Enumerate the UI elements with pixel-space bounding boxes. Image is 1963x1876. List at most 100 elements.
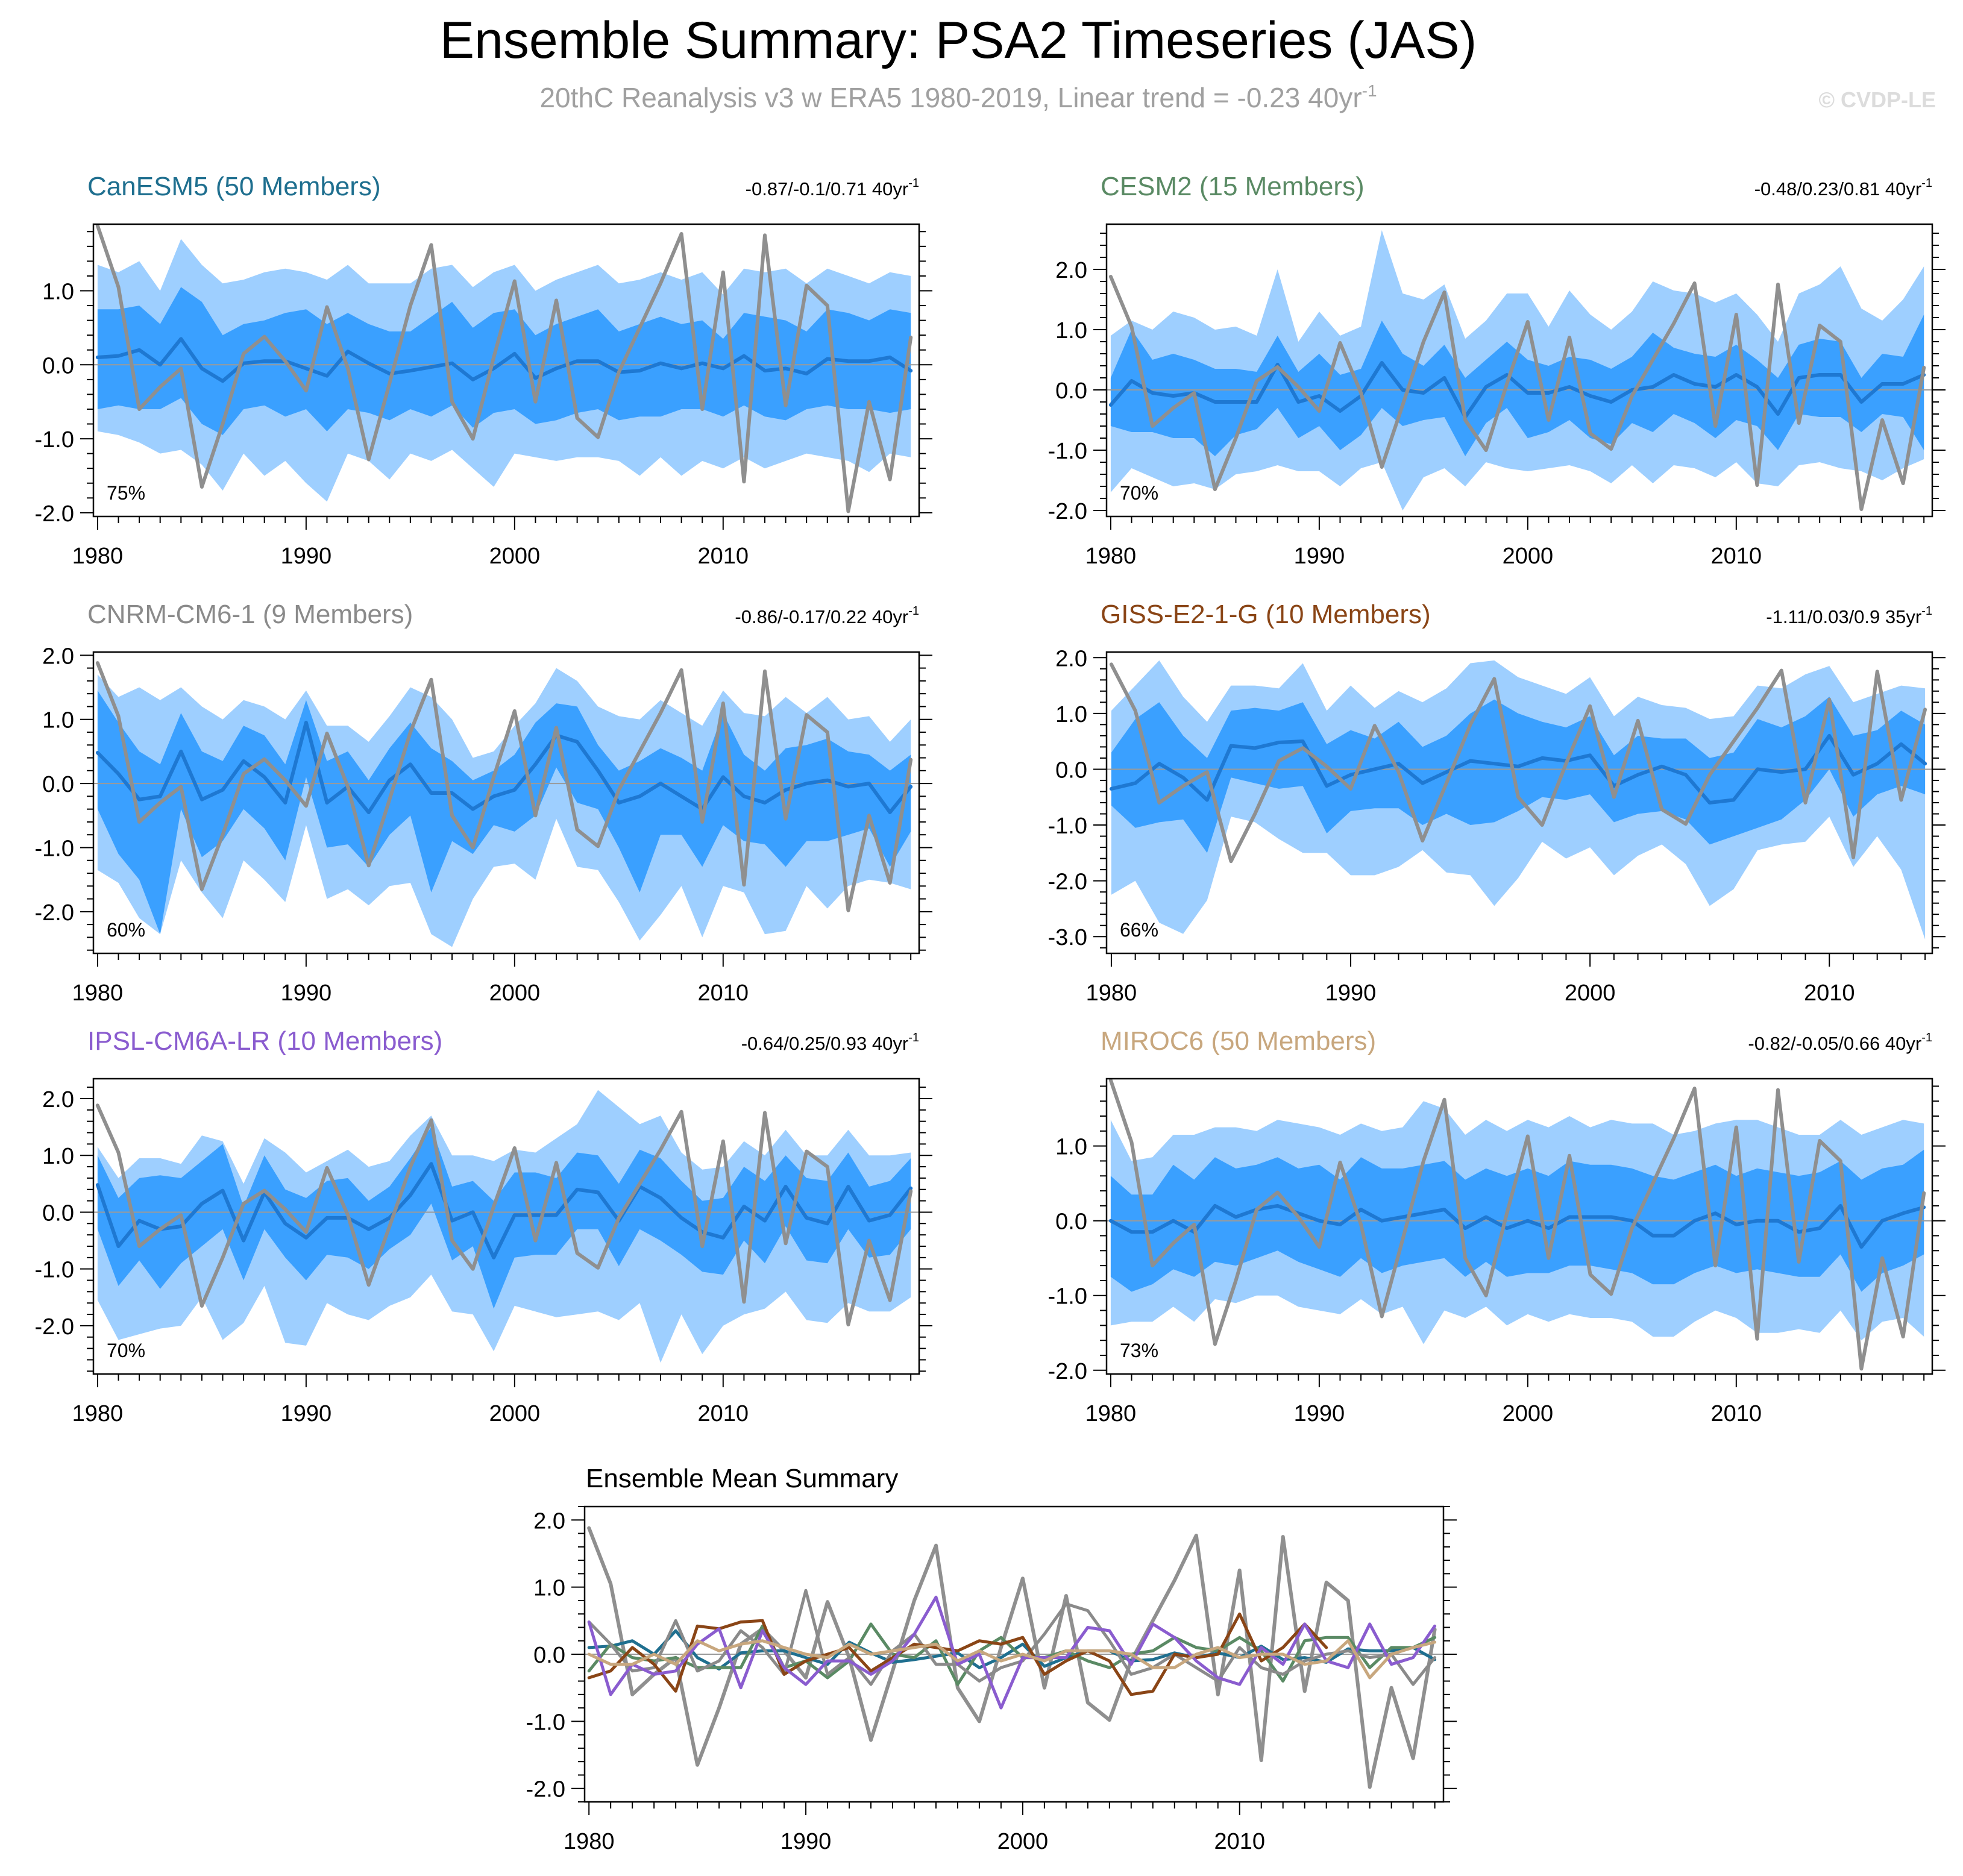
observed-line xyxy=(1108,275,1926,511)
observed-line xyxy=(95,224,913,513)
ensemble-mean-line xyxy=(1108,1203,1926,1249)
ensemble-mean-line-ipsl-cm6a-lr xyxy=(587,1595,1437,1710)
ensemble-mean-line-miroc6 xyxy=(587,1639,1437,1680)
trend-annotation: -0.82/-0.05/0.66 40yr-1 xyxy=(1748,1031,1932,1054)
x-tick-label: 1980 xyxy=(1085,1401,1137,1426)
x-tick-label: 1990 xyxy=(281,544,332,569)
percent-label: 66% xyxy=(1120,919,1158,941)
top-mask xyxy=(548,1482,1480,1507)
chart-panel-2: -2.0 -1.0 0.0 1.0 2.0 1980 1990 2000 2010 CESM2 (… xyxy=(1048,172,1963,569)
top-mask xyxy=(1070,1055,1963,1079)
top-mask xyxy=(57,628,955,652)
watermark: © CVDP-LE xyxy=(1818,87,1936,112)
y-tick-label: -1.0 xyxy=(35,427,74,453)
panel-title: GISS-E2-1-G (10 Members) xyxy=(1101,600,1431,629)
x-tick-label: 1980 xyxy=(72,980,124,1006)
bottom-mask xyxy=(1070,516,1963,535)
y-tick-label: -2.0 xyxy=(35,501,74,527)
ensemble-mean-line-cnrm-cm6-1 xyxy=(587,1589,1437,1686)
figure-subtitle-superscript: -1 xyxy=(1362,81,1377,100)
y-tick-label: 1.0 xyxy=(42,708,74,733)
x-tick-label: 1980 xyxy=(564,1829,615,1854)
panel-title: Ensemble Mean Summary xyxy=(586,1464,898,1493)
bottom-mask xyxy=(57,1374,955,1392)
x-tick-label: 2010 xyxy=(1804,980,1855,1006)
spread-band-inner xyxy=(97,690,911,935)
x-tick-label: 2000 xyxy=(489,544,541,569)
y-tick-label: 1.0 xyxy=(1055,318,1087,344)
y-tick-label: 2.0 xyxy=(533,1508,565,1534)
chart-panel-7: -2.0 -1.0 0.0 1.0 2.0 1980 1990 2000 2010 Ensembl… xyxy=(526,1464,1480,1854)
y-tick-label: -2.0 xyxy=(35,1314,74,1340)
y-tick-label: -2.0 xyxy=(1048,870,1087,895)
percent-label: 75% xyxy=(107,482,145,504)
x-tick-label: 1990 xyxy=(281,1401,332,1426)
trend-annotation: -0.86/-0.17/0.22 40yr-1 xyxy=(735,604,919,627)
spread-band-inner xyxy=(1111,697,1926,853)
chart-panel-6: -2.0 -1.0 0.0 1.0 1980 1990 2000 2010 MIROC6 (50… xyxy=(1048,1026,1963,1426)
trend-annotation-superscript: -1 xyxy=(1921,604,1932,618)
x-tick-label: 1990 xyxy=(1294,544,1345,569)
chart-panel-1: -2.0 -1.0 0.0 1.0 1980 1990 2000 2010 CanESM5 (5… xyxy=(35,172,955,569)
ensemble-mean-line xyxy=(95,1162,913,1260)
y-tick-label: 0.0 xyxy=(533,1643,565,1668)
panel-title: CNRM-CM6-1 (9 Members) xyxy=(87,600,413,629)
trend-annotation-text: -0.86/-0.17/0.22 40yr xyxy=(735,606,908,627)
plot-frame xyxy=(92,651,920,955)
y-tick-label: -1.0 xyxy=(1048,814,1087,839)
x-tick-label: 2000 xyxy=(1565,980,1616,1006)
y-tick-label: 1.0 xyxy=(42,1144,74,1169)
x-tick-label: 2010 xyxy=(698,544,749,569)
x-tick-label: 2010 xyxy=(1214,1829,1265,1854)
y-tick-label: 0.0 xyxy=(42,1200,74,1226)
ensemble-mean-line xyxy=(95,721,913,814)
percent-label: 70% xyxy=(107,1340,145,1361)
ensemble-mean-line xyxy=(1108,361,1926,419)
plot-frame xyxy=(1105,223,1933,518)
x-tick-label: 1980 xyxy=(72,544,124,569)
ensemble-mean-line-giss-e2-1-g xyxy=(587,1612,1328,1696)
chart-panel-5: -2.0 -1.0 0.0 1.0 2.0 1980 1990 2000 2010 IPSL-CM… xyxy=(35,1026,955,1426)
trend-annotation: -0.64/0.25/0.93 40yr-1 xyxy=(741,1031,919,1054)
y-tick-label: 0.0 xyxy=(1055,1209,1087,1235)
x-tick-label: 1980 xyxy=(72,1401,124,1426)
spread-band-inner xyxy=(97,1127,911,1309)
bottom-mask xyxy=(1070,1374,1963,1392)
panel-title: IPSL-CM6A-LR (10 Members) xyxy=(87,1026,442,1056)
trend-annotation-text: -1.11/0.03/0.9 35yr xyxy=(1766,606,1921,627)
y-tick-label: -1.0 xyxy=(35,1258,74,1283)
trend-annotation-superscript: -1 xyxy=(908,177,919,190)
y-tick-label: 1.0 xyxy=(1055,702,1087,727)
x-tick-label: 1980 xyxy=(1086,980,1137,1006)
y-tick-label: 2.0 xyxy=(42,644,74,669)
figure-title: Ensemble Summary: PSA2 Timeseries (JAS) xyxy=(440,11,1477,69)
chart-panel-4: -3.0 -2.0 -1.0 0.0 1.0 2.0 1980 1990 2000 2010 GIS… xyxy=(1048,600,1963,1006)
y-tick-label: -2.0 xyxy=(526,1777,565,1802)
y-tick-label: -2.0 xyxy=(1048,1359,1087,1384)
y-tick-label: -2.0 xyxy=(35,900,74,926)
panel-title: MIROC6 (50 Members) xyxy=(1101,1026,1376,1056)
plot-frame xyxy=(92,223,920,518)
y-tick-label: -1.0 xyxy=(526,1710,565,1735)
bottom-mask xyxy=(57,953,955,971)
y-tick-label: 2.0 xyxy=(1055,258,1087,283)
y-tick-label: 2.0 xyxy=(42,1087,74,1112)
trend-annotation: -0.48/0.23/0.81 40yr-1 xyxy=(1754,177,1932,199)
x-tick-label: 1980 xyxy=(1085,544,1137,569)
panel-title: CanESM5 (50 Members) xyxy=(87,172,381,201)
y-tick-label: 0.0 xyxy=(1055,758,1087,783)
observed-line xyxy=(95,1103,913,1326)
ensemble-mean-line xyxy=(95,337,913,383)
bottom-mask xyxy=(1070,953,1963,971)
figure-subtitle: 20thC Reanalysis v3 w ERA5 1980-2019, Li… xyxy=(539,81,1377,113)
x-tick-label: 2010 xyxy=(698,980,749,1006)
x-tick-label: 2000 xyxy=(1503,544,1554,569)
y-tick-label: 1.0 xyxy=(1055,1135,1087,1160)
y-tick-label: 0.0 xyxy=(1055,378,1087,404)
trend-annotation-superscript: -1 xyxy=(908,1031,919,1044)
y-tick-label: 0.0 xyxy=(42,353,74,378)
trend-annotation: -0.87/-0.1/0.71 40yr-1 xyxy=(746,177,919,199)
trend-annotation-superscript: -1 xyxy=(908,604,919,618)
trend-annotation: -1.11/0.03/0.9 35yr-1 xyxy=(1766,604,1932,627)
